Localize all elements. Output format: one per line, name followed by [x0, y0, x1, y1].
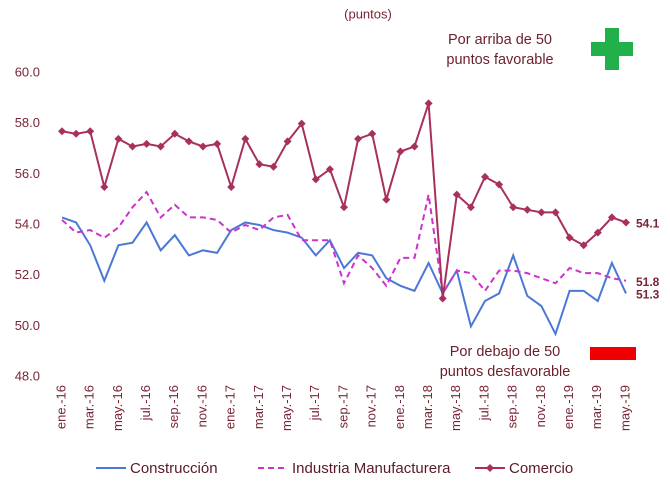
series-line	[61, 216, 627, 337]
data-point	[438, 294, 447, 303]
data-point	[156, 142, 165, 151]
y-tick-label: 50.0	[15, 318, 40, 333]
data-point	[128, 142, 137, 151]
x-tick-label: sep.-18	[505, 385, 520, 428]
data-point	[509, 203, 518, 212]
x-tick-label: ene.-18	[392, 385, 407, 429]
x-tick-label: mar.-18	[420, 385, 435, 429]
x-tick-label: mar.-16	[82, 385, 97, 429]
legend-label: Comercio	[509, 460, 573, 477]
data-point	[283, 137, 292, 146]
x-tick-label: ene.-17	[223, 385, 238, 429]
data-point	[551, 208, 560, 217]
data-point	[114, 134, 123, 143]
data-point	[495, 180, 504, 189]
data-point	[523, 205, 532, 214]
x-tick-label: mar.-17	[251, 385, 266, 429]
data-point	[184, 137, 193, 146]
y-tick-label: 54.0	[15, 216, 40, 231]
end-label: 51.8	[636, 275, 660, 289]
data-point	[241, 134, 250, 143]
x-tick-label: mar.-19	[589, 385, 604, 429]
data-point	[86, 127, 95, 136]
end-label: 54.1	[636, 217, 660, 231]
data-point	[255, 160, 264, 169]
x-tick-label: may.-16	[110, 385, 125, 431]
data-point	[579, 241, 588, 250]
data-point	[199, 142, 207, 151]
y-tick-label: 58.0	[15, 115, 40, 130]
x-tick-label: jul.-17	[307, 385, 322, 421]
annotation: puntos favorable	[446, 52, 553, 68]
y-tick-label: 60.0	[15, 64, 40, 79]
data-point	[311, 175, 320, 184]
x-tick-label: nov.-18	[533, 385, 548, 427]
data-point	[142, 139, 151, 148]
legend-marker	[486, 464, 494, 472]
data-point	[622, 218, 630, 227]
x-tick-label: ene.-16	[53, 385, 68, 429]
data-point	[607, 213, 616, 222]
y-tick-label: 56.0	[15, 166, 40, 181]
data-point	[72, 129, 81, 138]
data-point	[170, 129, 179, 138]
x-tick-label: may.-18	[448, 385, 463, 431]
annotation: Por debajo de 50	[450, 344, 560, 360]
data-point	[227, 183, 236, 191]
data-point	[58, 127, 66, 136]
data-point	[368, 129, 377, 138]
x-tick-label: ene.-19	[561, 385, 576, 429]
x-tick-label: sep.-17	[335, 385, 350, 428]
x-tick-label: sep.-16	[166, 385, 181, 428]
data-point	[565, 233, 574, 242]
data-point	[424, 99, 433, 108]
y-tick-label: 48.0	[15, 368, 40, 383]
data-point	[537, 208, 546, 217]
data-point	[297, 119, 306, 128]
chart-subtitle: (puntos)	[344, 6, 392, 21]
favorable-icon	[591, 28, 633, 70]
x-tick-label: nov.-16	[194, 385, 209, 427]
x-tick-label: jul.-18	[476, 385, 491, 421]
data-point	[340, 203, 348, 212]
data-point	[481, 172, 489, 181]
series-line	[61, 190, 627, 297]
legend-label: Industria Manufacturera	[292, 460, 451, 477]
x-tick-label: nov.-17	[364, 385, 379, 427]
legend-label: Construcción	[130, 460, 218, 477]
data-point	[410, 142, 419, 151]
data-point	[325, 165, 334, 174]
data-point	[213, 139, 222, 148]
data-point	[269, 162, 278, 171]
data-point	[354, 134, 363, 143]
y-tick-label: 52.0	[15, 267, 40, 282]
data-point	[396, 147, 405, 156]
data-point	[593, 228, 602, 237]
end-label: 51.3	[636, 288, 660, 302]
unfavorable-icon	[590, 347, 636, 360]
data-point	[466, 203, 475, 212]
data-point	[452, 190, 461, 199]
data-point	[382, 195, 391, 204]
data-point	[100, 183, 109, 191]
x-tick-label: may.-19	[617, 385, 632, 431]
annotation: puntos desfavorable	[440, 364, 571, 380]
x-tick-label: may.-17	[279, 385, 294, 431]
annotation: Por arriba de 50	[448, 32, 552, 48]
x-tick-label: jul.-16	[138, 385, 153, 421]
